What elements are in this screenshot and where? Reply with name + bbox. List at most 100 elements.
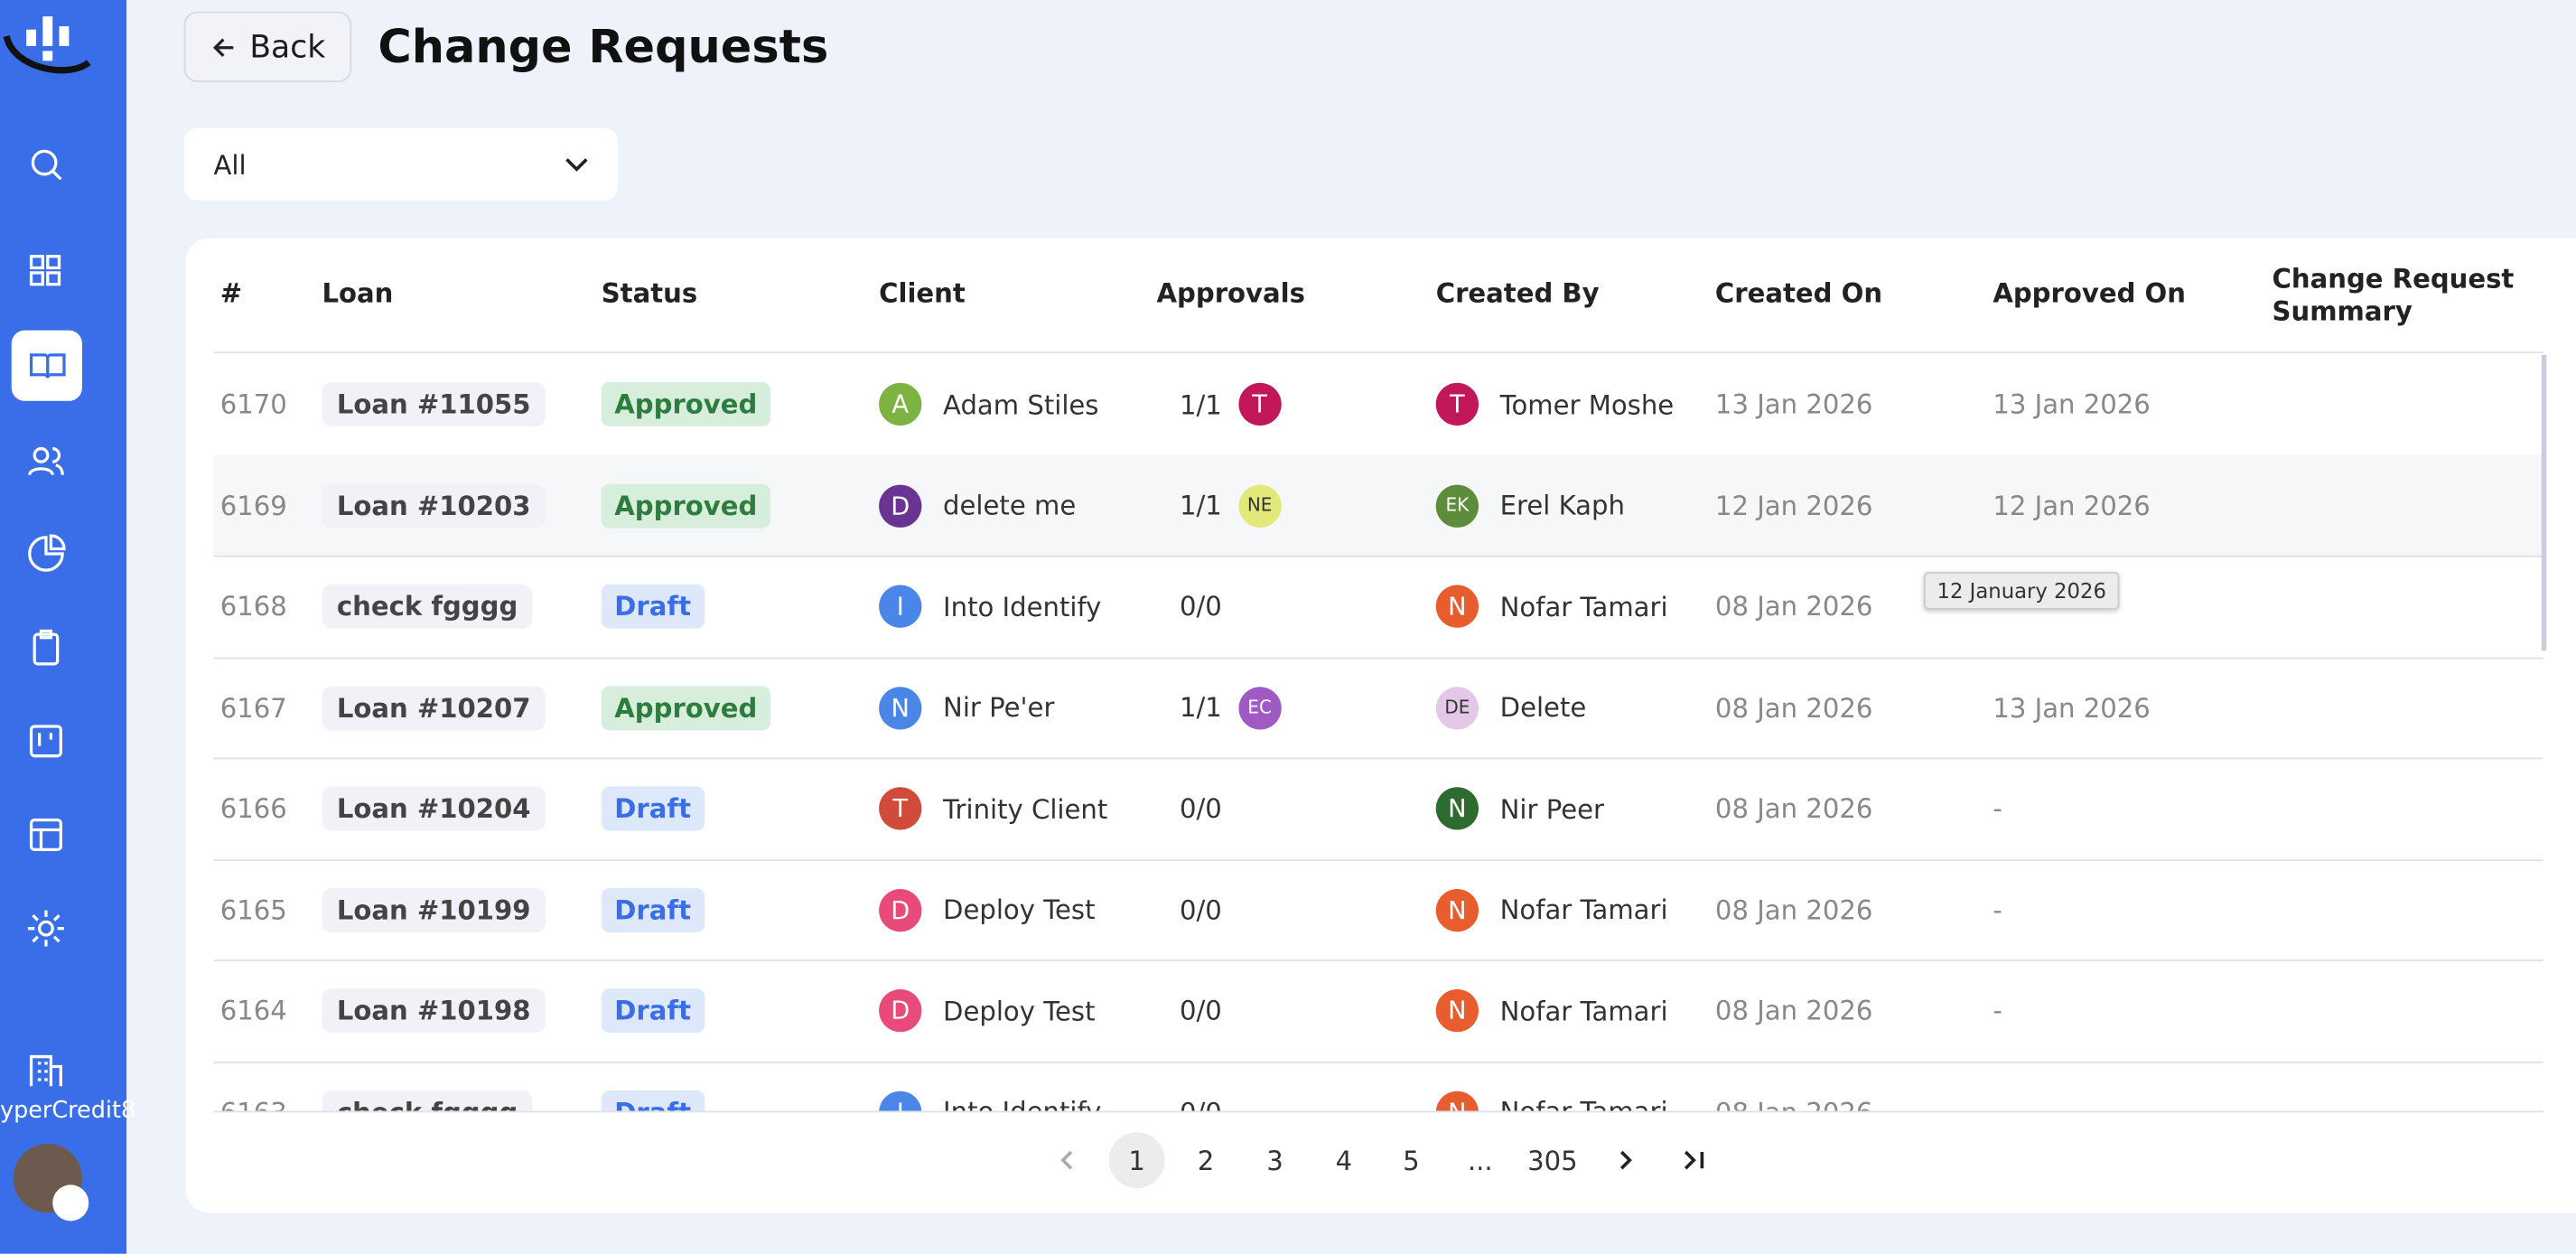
client-name: Trinity Client — [943, 792, 1108, 825]
org-name: yperCredit8 — [0, 1098, 136, 1125]
client-avatar: T — [879, 787, 922, 830]
client-avatar: A — [879, 382, 922, 426]
creator-avatar: N — [1435, 888, 1479, 931]
page-number[interactable]: ... — [1467, 1144, 1493, 1176]
request-id: 6164 — [219, 995, 287, 1026]
page-number[interactable]: 5 — [1403, 1144, 1420, 1176]
client-avatar: D — [879, 888, 922, 931]
page-number[interactable]: 3 — [1266, 1144, 1283, 1176]
request-id: 6163 — [220, 1096, 287, 1110]
icon — [27, 910, 64, 947]
nav-icon[interactable] — [23, 531, 69, 577]
approved-on: 13 Jan 2026 — [1993, 388, 2151, 420]
icon — [1060, 1150, 1073, 1170]
creator-cell: T Tomer Moshe — [1435, 382, 1675, 426]
created-on: 08 Jan 2026 — [1714, 590, 1873, 622]
column-header: # — [219, 277, 243, 309]
nav-icon[interactable] — [23, 439, 69, 485]
table: # Loan Status Client Approvals Created By Crea… — [213, 263, 2547, 1111]
page-number[interactable]: 4 — [1335, 1144, 1353, 1176]
approvals-count: 0/0 — [1179, 894, 1222, 926]
next-page[interactable] — [1597, 1132, 1653, 1188]
loan-chip[interactable]: check fgggg — [322, 1089, 533, 1111]
request-id: 6167 — [219, 691, 287, 724]
filter-value: All — [213, 148, 247, 181]
row-divider — [213, 858, 2543, 861]
status-cell: Approved — [601, 482, 770, 528]
loan-chip[interactable]: Loan #10207 — [322, 685, 546, 730]
request-id: 6166 — [219, 792, 287, 825]
loan-chip[interactable]: Loan #10199 — [322, 887, 546, 932]
status-badge: Approved — [601, 685, 770, 730]
page-number[interactable]: 305 — [1527, 1144, 1578, 1176]
nav-icon[interactable] — [23, 905, 69, 951]
approved-on: - — [1993, 792, 2002, 825]
approver-avatar: EC — [1237, 686, 1282, 729]
client-cell: N Nir Pe'er — [879, 686, 1054, 729]
notification-badge[interactable] — [52, 1184, 89, 1221]
created-on: 08 Jan 2026 — [1714, 691, 1873, 724]
client-avatar: I — [879, 585, 922, 628]
approved-on: - — [1993, 995, 2002, 1026]
client-name: Adam Stiles — [943, 388, 1099, 420]
sidebar: yperCredit8 — [0, 0, 135, 1254]
back-arrow — [212, 37, 234, 57]
client-name: Deploy Test — [943, 995, 1096, 1026]
approver-avatar: NE — [1237, 483, 1282, 527]
created-on: 12 Jan 2026 — [1714, 490, 1873, 521]
created-on: 08 Jan 2026 — [1714, 792, 1873, 825]
approvals-count: 0/0 — [1179, 792, 1222, 825]
nav-icon[interactable] — [23, 718, 69, 764]
creator-cell: EK Erel Kaph — [1435, 483, 1625, 527]
icon — [28, 446, 64, 476]
status-badge: Draft — [601, 1089, 705, 1111]
approvals-count: 0/0 — [1179, 590, 1222, 622]
approved-on: - — [1993, 1096, 2002, 1110]
approvals-count: 1/1 — [1179, 691, 1222, 724]
approvals-cell: 1/1 EC — [1179, 686, 1282, 729]
creator-avatar: N — [1435, 1090, 1479, 1111]
approvals-cell: 0/0 — [1180, 591, 1222, 622]
approvals-cell: 0/0 — [1180, 1096, 1222, 1110]
back-button[interactable]: Back — [183, 11, 352, 82]
last-page[interactable] — [1666, 1132, 1722, 1188]
icon — [29, 1054, 62, 1087]
status-filter[interactable]: All — [183, 127, 618, 201]
icon — [29, 818, 62, 852]
nav-icon[interactable] — [23, 141, 69, 187]
icon — [1619, 1150, 1632, 1170]
client-name: Deploy Test — [943, 894, 1096, 926]
loan-chip[interactable]: check fgggg — [322, 584, 533, 629]
nav-icon[interactable] — [23, 1047, 69, 1093]
table-card — [185, 238, 2576, 1213]
column-header: Loan — [322, 277, 394, 309]
prev-page[interactable] — [1040, 1132, 1096, 1188]
loan-chip[interactable]: Loan #10204 — [322, 786, 546, 831]
page-number[interactable]: 2 — [1197, 1144, 1215, 1176]
created-on: 08 Jan 2026 — [1714, 894, 1873, 926]
row-divider — [213, 656, 2543, 659]
page-number[interactable]: 1 — [1108, 1132, 1165, 1189]
status-badge: Draft — [601, 887, 705, 932]
approvals-cell: 1/1 NE — [1180, 483, 1282, 527]
nav-icon[interactable] — [23, 248, 69, 295]
nav-icon[interactable] — [11, 330, 82, 401]
creator-name: Tomer Moshe — [1499, 388, 1675, 420]
creator-name: Delete — [1499, 691, 1587, 724]
loan-chip[interactable]: Loan #10198 — [322, 988, 546, 1034]
loan-chip[interactable]: Loan #11055 — [322, 381, 546, 427]
loan-cell: Loan #10207 — [322, 685, 546, 730]
date-tooltip: 12 January 2026 — [1923, 571, 2120, 610]
status-cell: Draft — [601, 1089, 705, 1111]
nav-icon[interactable] — [23, 812, 69, 858]
status-badge: Draft — [601, 584, 705, 629]
client-avatar: N — [879, 686, 922, 729]
client-cell: I Into Identify — [879, 585, 1101, 628]
nav-icon[interactable] — [23, 624, 69, 670]
creator-cell: N Nir Peer — [1435, 787, 1604, 830]
row-divider — [213, 757, 2543, 760]
request-id: 6168 — [219, 590, 287, 622]
loan-chip[interactable]: Loan #10203 — [322, 482, 546, 528]
approvals-cell: 0/0 — [1180, 793, 1222, 825]
